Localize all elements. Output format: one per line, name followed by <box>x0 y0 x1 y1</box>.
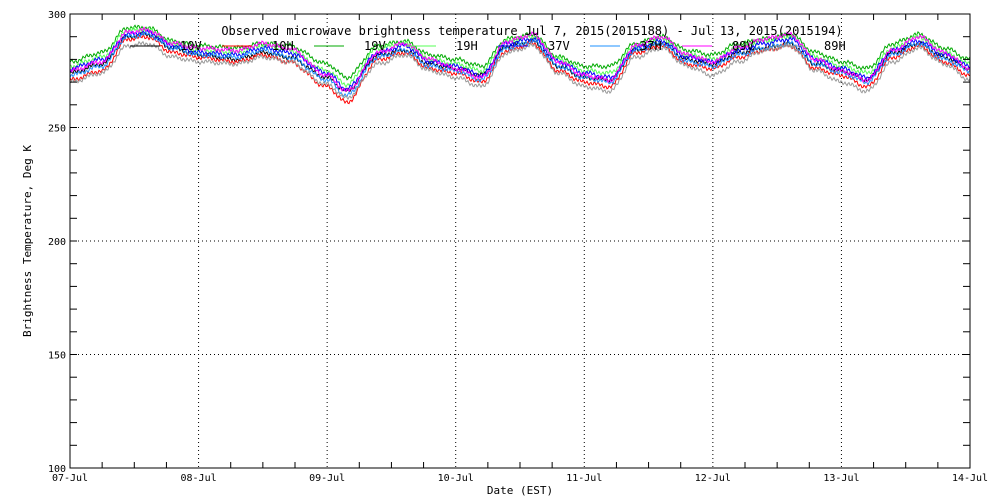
legend: 10V 10H 19V 19H 37V 37H 89V 89H <box>130 39 846 53</box>
y-tick-label: 150 <box>48 351 66 362</box>
chart-title: Observed microwave brightness temperatur… <box>221 24 842 38</box>
x-tick-label: 10-Jul <box>438 473 474 484</box>
legend-label-37h: 37H <box>640 39 662 53</box>
x-tick-label: 12-Jul <box>695 473 731 484</box>
legend-label-37v: 37V <box>548 39 570 53</box>
axis-ticks: 100 150 200 250 300 07-Jul 08-Jul 09-Jul 10-Jul 1… <box>48 10 988 484</box>
legend-label-19h: 19H <box>456 39 478 53</box>
x-tick-label: 11-Jul <box>566 473 602 484</box>
series-line-89h <box>69 40 971 101</box>
x-tick-label: 14-Jul <box>952 473 988 484</box>
y-axis-title: Brightness Temperature, Deg K <box>21 145 34 337</box>
y-tick-label: 200 <box>48 237 66 248</box>
x-axis-title: Date (EST) <box>487 484 553 497</box>
y-tick-label: 300 <box>48 10 66 21</box>
legend-label-19v: 19V <box>364 39 386 53</box>
legend-label-10h: 10H <box>272 39 294 53</box>
series-line-89v <box>69 26 971 93</box>
x-tick-label: 07-Jul <box>52 473 88 484</box>
y-tick-label: 250 <box>48 124 66 135</box>
series-lines <box>69 24 971 105</box>
series-line-37v <box>69 28 971 92</box>
x-tick-label: 13-Jul <box>823 473 859 484</box>
x-tick-label: 08-Jul <box>181 473 217 484</box>
y-tick-label: 100 <box>48 464 66 475</box>
legend-label-10v: 10V <box>180 39 202 53</box>
x-tick-label: 09-Jul <box>309 473 345 484</box>
legend-label-89h: 89H <box>824 39 846 53</box>
grid-lines <box>70 14 970 468</box>
series-line-37h <box>69 31 971 98</box>
legend-label-89v: 89V <box>732 39 754 53</box>
